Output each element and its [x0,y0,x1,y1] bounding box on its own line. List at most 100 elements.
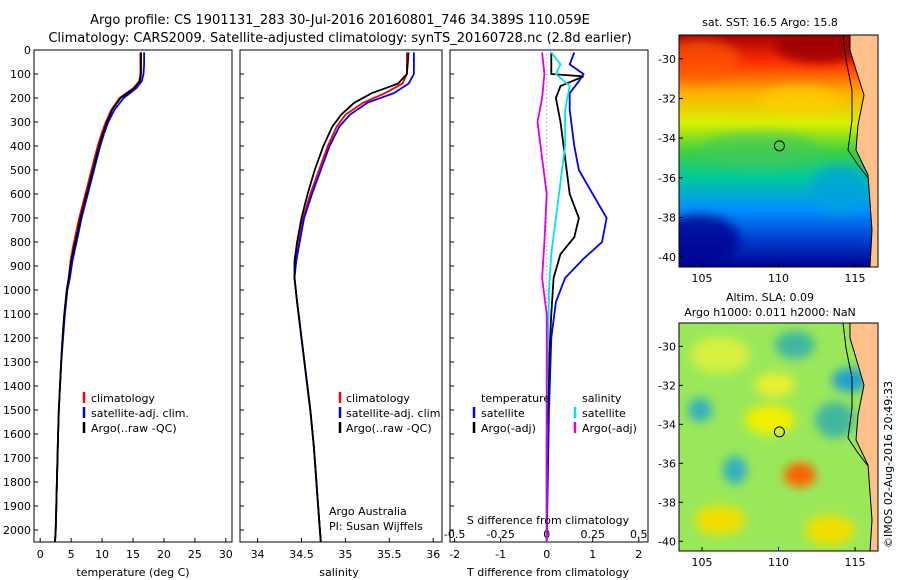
temperature-legend: climatology satellite-adj. clim. Argo(..… [82,392,189,435]
depth-tick-label: 400 [10,140,31,153]
sst-shelf-contour [842,35,869,179]
longitude-tick-label: 105 [691,272,712,285]
salinity-lines [293,52,415,543]
latitude-tick-label: -32 [658,379,676,392]
depth-tick-label: 1200 [3,332,31,345]
latitude-tick-label: -30 [658,340,676,353]
longitude-tick-label: 110 [768,272,789,285]
t-difference-tick-label: -1 [495,548,506,561]
legend-heading-temperature: temperature [481,392,550,405]
longitude-tick-label: 115 [845,272,866,285]
salinity-tick-label: 36 [426,548,440,561]
salinity-plot-frame [239,49,443,543]
latitude-tick-label: -40 [658,535,676,548]
salinity-xlabel: salinity [319,566,359,579]
salinity-line-argo-raw-qc- [293,52,410,543]
legend-heading-salinity: salinity [582,392,622,405]
difference-legend: temperature satellite Argo(-adj) salinit… [472,392,637,435]
title-line1: Argo profile: CS 1901131_283 30-Jul-2016… [90,13,590,28]
legend-label-climatology: climatology [346,392,410,405]
temperature-line-argo-raw-qc- [54,52,142,543]
sla-map-panel: Altim. SLA: 0.09 Argo h1000: 0.011 h2000… [658,291,879,569]
difference-line-temperature-satellite [545,52,608,543]
s-difference-axis: -0.5-0.2500.250.5 [444,528,648,541]
s-difference-tick-label: 0.25 [580,528,605,541]
sla-map-axes: 105 110 115 -30 -32 -34 -36 -38 -40 [658,340,866,569]
salinity-tick-label: 35.5 [377,548,402,561]
depth-tick-label: 0 [24,44,31,57]
s-difference-tick-label: -0.5 [444,528,465,541]
temperature-tick-label: 10 [95,548,109,561]
depth-tick-label: 1400 [3,380,31,393]
latitude-tick-label: -36 [658,172,676,185]
salinity-annotation-line2: PI: Susan Wijffels [329,520,423,533]
salinity-tick-label: 35 [338,548,352,561]
legend-label-climatology: climatology [91,392,155,405]
depth-tick-label: 1100 [3,308,31,321]
depth-tick-label: 800 [10,236,31,249]
depth-axis: 0 100 200 300 400 500 600 700 800 900 1000 1100 1200… [3,44,38,537]
latitude-tick-label: -38 [658,496,676,509]
sla-map-title: Altim. SLA: 0.09 [726,291,814,304]
latitude-tick-label: -40 [658,251,676,264]
temperature-tick-label: 30 [219,548,233,561]
s-difference-label: S difference from climatology [467,514,630,527]
depth-tick-label: 200 [10,92,31,105]
difference-panel: -2 -1 0 1 2 -0.5 -0.25 0 0.25 0.5 temperature sa… [444,49,649,579]
latitude-tick-label: -34 [658,132,676,145]
depth-tick-label: 900 [10,260,31,273]
temperature-tick-label: 15 [126,548,140,561]
t-difference-tick-label: 0 [543,548,550,561]
longitude-tick-label: 105 [691,556,712,569]
depth-tick-label: 500 [10,164,31,177]
depth-tick-label: 1300 [3,356,31,369]
depth-tick-label: 1500 [3,404,31,417]
sst-field [679,35,878,267]
difference-line-salinity-argo-adj- [536,52,548,542]
depth-tick-label: 300 [10,116,31,129]
sla-land [849,323,878,551]
legend-label-s-argo: Argo(-adj) [582,422,637,435]
temperature-lines [54,52,146,543]
legend-label-t-argo: Argo(-adj) [481,422,536,435]
salinity-annotation-line1: Argo Australia [329,505,407,518]
t-difference-tick-label: 2 [635,548,642,561]
depth-tick-label: 100 [10,68,31,81]
legend-label-argo: Argo(..raw -QC) [91,422,177,435]
imos-credit: ©IMOS 02-Aug-2016 20:49:33 [882,381,895,548]
temperature-panel: 0100200300400500600700800900100011001200… [3,44,233,579]
salinity-tick-label: 34.5 [289,548,314,561]
s-difference-tick-label: -0.25 [486,528,514,541]
depth-tick-label: 1000 [3,284,31,297]
temperature-xlabel: temperature (deg C) [76,566,189,579]
depth-tick-label: 700 [10,212,31,225]
temperature-tick-label: 5 [68,548,75,561]
salinity-line-climatology [293,52,408,543]
t-difference-tick-label: -2 [449,548,460,561]
legend-label-argo: Argo(..raw -QC) [346,422,432,435]
latitude-tick-label: -38 [658,211,676,224]
temperature-line-climatology [54,52,142,543]
sst-map-axes: 105 110 115 -30 -32 -34 -36 -38 -40 [658,53,866,285]
difference-depth-ticks [450,49,454,531]
legend-label-satellite: satellite-adj. clim. [346,407,444,420]
depth-tick-label: 1700 [3,452,31,465]
title-line2: Climatology: CARS2009. Satellite-adjuste… [48,31,631,46]
sla-argo-position-marker [773,426,785,438]
depth-tick-label: 2000 [3,524,31,537]
latitude-tick-label: -30 [658,53,676,66]
depth-tick-label: 1600 [3,428,31,441]
salinity-line-satellite-adj-clim- [293,52,415,543]
latitude-tick-label: -36 [658,457,676,470]
temperature-axis: 0 5 10 15 20 25 30 [37,538,233,561]
difference-line-temperature-argo-adj- [545,52,584,542]
t-difference-label: T difference from climatology [466,566,629,579]
longitude-tick-label: 110 [768,556,789,569]
difference-lines [536,50,608,543]
t-difference-tick-label: 1 [589,548,596,561]
latitude-tick-label: -34 [658,418,676,431]
temperature-plot-frame [33,49,233,543]
depth-tick-label: 1800 [3,476,31,489]
sst-map-panel: sat. SST: 16.5 Argo: 15.8 105 110 115 -30 -3… [658,16,879,285]
